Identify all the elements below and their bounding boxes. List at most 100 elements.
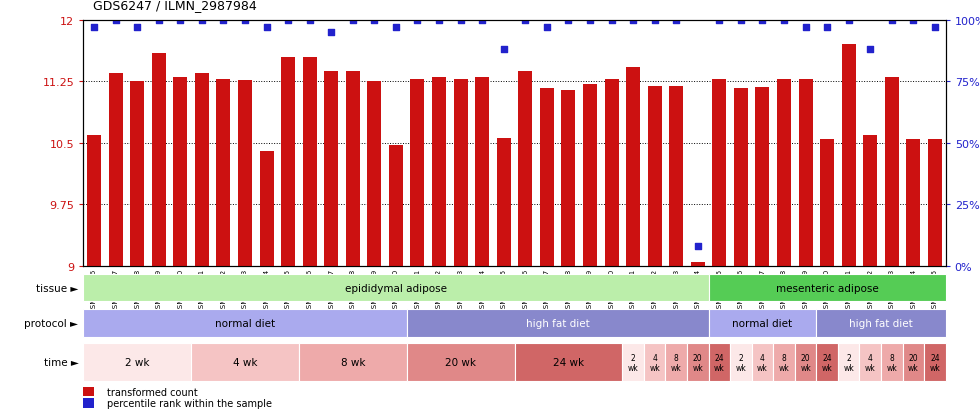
Bar [368,82,381,266]
Text: GDS6247 / ILMN_2987984: GDS6247 / ILMN_2987984 [93,0,257,12]
Point [668,17,684,24]
Text: protocol ►: protocol ► [24,318,78,328]
Point [798,25,813,31]
Text: 20
wk: 20 wk [801,353,810,372]
Point [647,17,662,24]
Bar [497,139,511,266]
Bar [709,344,730,381]
Point [862,47,878,53]
Point [604,17,619,24]
Point [906,17,921,24]
Bar [626,68,640,266]
Bar [859,344,881,381]
Bar [130,82,144,266]
Text: time ►: time ► [43,357,78,368]
Bar [299,344,407,381]
Point [496,47,512,53]
Point [216,17,231,24]
Bar [709,309,816,337]
Point [474,17,490,24]
Text: 24
wk: 24 wk [822,353,832,372]
Bar [407,344,514,381]
Point [690,243,706,250]
Text: 2
wk: 2 wk [628,353,638,372]
Bar [648,87,662,266]
Point [776,17,792,24]
Point [625,17,641,24]
Bar [83,398,94,408]
Bar [665,344,687,381]
Point [582,17,598,24]
Bar [87,135,101,266]
Bar [863,135,877,266]
Bar [928,140,942,266]
Text: epididymal adipose: epididymal adipose [345,283,447,293]
Bar [712,80,726,266]
Bar [752,344,773,381]
Bar [83,309,407,337]
Bar [730,344,752,381]
Bar [238,81,252,266]
Bar [191,344,299,381]
Bar [777,80,791,266]
Bar [795,344,816,381]
Bar [799,80,812,266]
Bar [109,74,122,266]
Bar [195,74,209,266]
Bar [281,57,295,266]
Bar [709,274,946,302]
Bar [540,89,554,266]
Bar [881,344,903,381]
Text: percentile rank within the sample: percentile rank within the sample [107,398,271,408]
Point [927,25,943,31]
Bar [454,80,467,266]
Point [733,17,749,24]
Text: 2
wk: 2 wk [844,353,854,372]
Point [367,17,382,24]
Text: 4
wk: 4 wk [650,353,660,372]
Point [884,17,900,24]
Point [841,17,857,24]
Bar [562,91,575,266]
Bar [669,87,683,266]
Point [539,25,555,31]
Bar [644,344,665,381]
Point [172,17,188,24]
Point [280,17,296,24]
Text: 8
wk: 8 wk [671,353,681,372]
Bar [346,71,360,266]
Bar [622,344,644,381]
Text: normal diet: normal diet [732,318,793,328]
Bar [475,78,489,266]
Point [129,25,145,31]
Text: 2
wk: 2 wk [736,353,746,372]
Bar [583,85,597,266]
Bar [734,89,748,266]
Bar [773,344,795,381]
Point [819,25,835,31]
Point [561,17,576,24]
Text: 4 wk: 4 wk [233,357,257,368]
Bar [83,387,94,396]
Text: 8
wk: 8 wk [779,353,789,372]
Bar [816,309,946,337]
Bar [389,146,403,266]
Text: 20 wk: 20 wk [445,357,476,368]
Bar [260,152,273,266]
Text: 4
wk: 4 wk [758,353,767,372]
Bar [407,309,709,337]
Bar [217,80,230,266]
Bar [820,140,834,266]
Bar [924,344,946,381]
Bar [838,344,859,381]
Text: mesenteric adipose: mesenteric adipose [776,283,878,293]
Text: 8 wk: 8 wk [341,357,365,368]
Point [86,25,102,31]
Bar [324,71,338,266]
Point [259,25,274,31]
Text: 2 wk: 2 wk [125,357,149,368]
Bar [173,78,187,266]
Text: 20
wk: 20 wk [908,353,918,372]
Text: transformed count: transformed count [107,387,197,396]
Text: high fat diet: high fat diet [849,318,913,328]
